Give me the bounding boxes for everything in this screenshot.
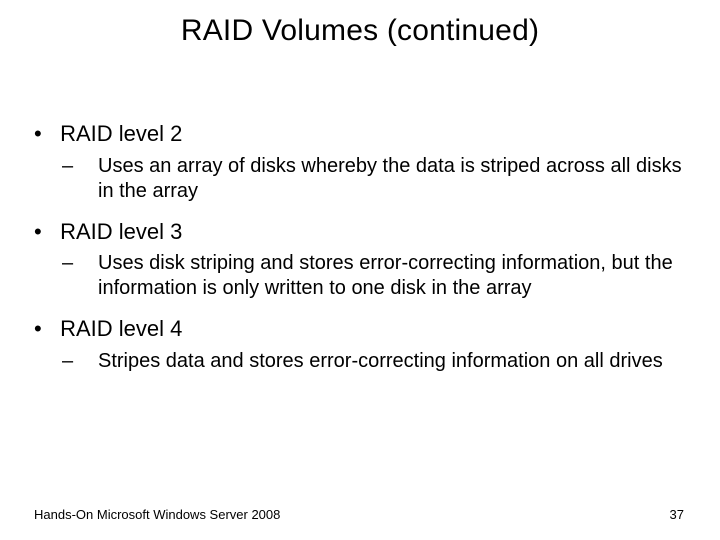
- slide-content: RAID level 2 Uses an array of disks wher…: [34, 120, 684, 388]
- sub-bullet-list: Stripes data and stores error-correcting…: [34, 349, 684, 374]
- bullet-label: RAID level 4: [60, 316, 182, 341]
- bullet-item: RAID level 3 Uses disk striping and stor…: [34, 218, 684, 302]
- slide-title: RAID Volumes (continued): [0, 14, 720, 48]
- sub-bullet-list: Uses disk striping and stores error-corr…: [34, 251, 684, 301]
- sub-bullet-item: Stripes data and stores error-correcting…: [80, 349, 684, 374]
- sub-bullet-text: Stripes data and stores error-correcting…: [98, 350, 663, 372]
- sub-bullet-item: Uses an array of disks whereby the data …: [80, 154, 684, 204]
- bullet-item: RAID level 2 Uses an array of disks wher…: [34, 120, 684, 204]
- sub-bullet-list: Uses an array of disks whereby the data …: [34, 154, 684, 204]
- sub-bullet-item: Uses disk striping and stores error-corr…: [80, 251, 684, 301]
- bullet-label: RAID level 3: [60, 219, 182, 244]
- sub-bullet-text: Uses disk striping and stores error-corr…: [98, 252, 673, 299]
- sub-bullet-text: Uses an array of disks whereby the data …: [98, 155, 682, 202]
- bullet-label: RAID level 2: [60, 121, 182, 146]
- slide-number: 37: [670, 507, 684, 522]
- bullet-list: RAID level 2 Uses an array of disks wher…: [34, 120, 684, 374]
- bullet-item: RAID level 4 Stripes data and stores err…: [34, 315, 684, 374]
- footer-left: Hands-On Microsoft Windows Server 2008: [34, 507, 280, 522]
- slide: RAID Volumes (continued) RAID level 2 Us…: [0, 0, 720, 540]
